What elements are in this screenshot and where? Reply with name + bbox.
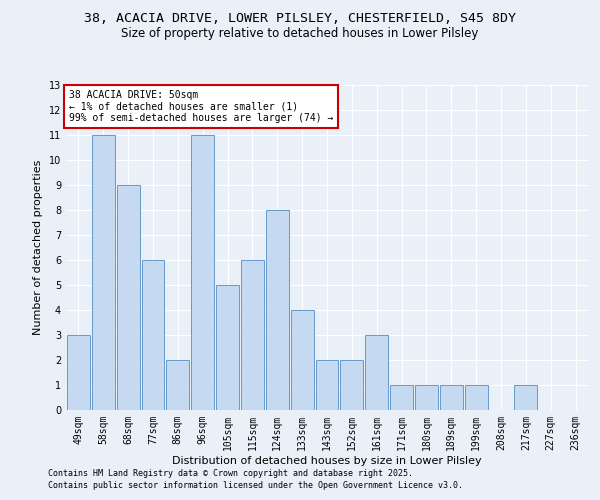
Text: 38, ACACIA DRIVE, LOWER PILSLEY, CHESTERFIELD, S45 8DY: 38, ACACIA DRIVE, LOWER PILSLEY, CHESTER…	[84, 12, 516, 26]
Bar	[390, 385, 413, 410]
Text: Size of property relative to detached houses in Lower Pilsley: Size of property relative to detached ho…	[121, 28, 479, 40]
Bar	[166, 360, 189, 410]
Text: Contains HM Land Registry data © Crown copyright and database right 2025.: Contains HM Land Registry data © Crown c…	[48, 468, 413, 477]
Y-axis label: Number of detached properties: Number of detached properties	[33, 160, 43, 335]
Bar	[216, 285, 239, 410]
Bar	[241, 260, 264, 410]
Bar	[291, 310, 314, 410]
Bar	[67, 335, 90, 410]
Bar	[440, 385, 463, 410]
Bar	[340, 360, 363, 410]
Text: 38 ACACIA DRIVE: 50sqm
← 1% of detached houses are smaller (1)
99% of semi-detac: 38 ACACIA DRIVE: 50sqm ← 1% of detached …	[68, 90, 333, 123]
Bar	[92, 135, 115, 410]
X-axis label: Distribution of detached houses by size in Lower Pilsley: Distribution of detached houses by size …	[172, 456, 482, 466]
Bar	[142, 260, 164, 410]
Bar	[415, 385, 438, 410]
Bar	[191, 135, 214, 410]
Text: Contains public sector information licensed under the Open Government Licence v3: Contains public sector information licen…	[48, 481, 463, 490]
Bar	[365, 335, 388, 410]
Bar	[316, 360, 338, 410]
Bar	[117, 185, 140, 410]
Bar	[465, 385, 488, 410]
Bar	[266, 210, 289, 410]
Bar	[514, 385, 537, 410]
